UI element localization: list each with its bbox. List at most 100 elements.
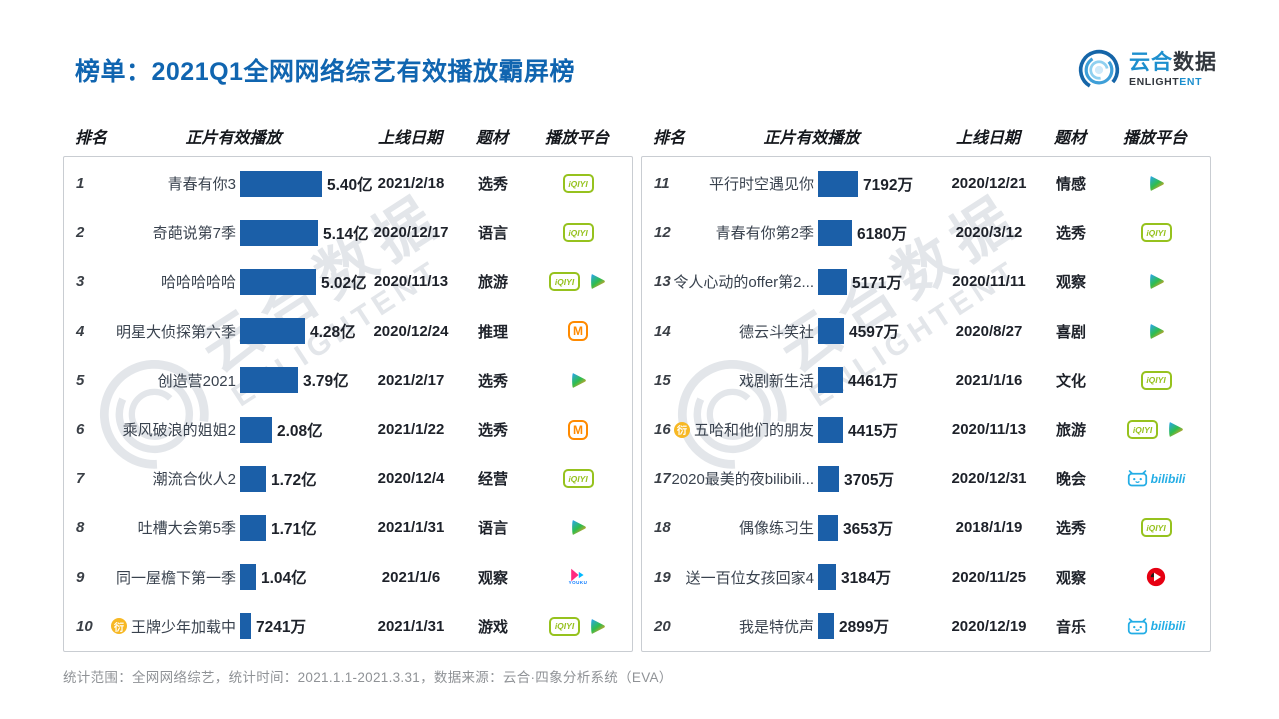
play-value: 7192万	[863, 176, 913, 194]
genre-label: 观察	[477, 569, 508, 587]
header-rank: 排名	[653, 130, 686, 147]
derivative-badge: 衍	[673, 421, 690, 438]
genre-label: 观察	[1055, 569, 1086, 587]
iqiyi-icon: iQIYI	[562, 174, 594, 194]
platform-icons	[1103, 173, 1209, 194]
show-name: 青春有你3	[167, 176, 236, 194]
play-bar-cell: 2.08亿	[236, 416, 361, 443]
header-date: 上线日期	[955, 130, 1020, 147]
play-value: 1.71亿	[271, 520, 317, 538]
play-bar	[818, 318, 844, 345]
play-bar-cell: 4461万	[814, 367, 939, 394]
play-value: 4415万	[848, 422, 898, 440]
launch-date: 2020/12/21	[951, 175, 1027, 193]
ranking-board-left: 排名 正片有效播放 上线日期 题材 播放平台 云合数据 ENLIGHTENT 1	[63, 124, 633, 652]
platform-icons: YOUKU	[525, 568, 631, 586]
show-name: 送一百位女孩回家4	[685, 569, 814, 587]
play-bar-cell: 7192万	[814, 170, 939, 197]
show-name-cell: 潮流合伙人2	[108, 468, 236, 489]
play-bar-cell: 5.02亿	[236, 268, 367, 295]
genre-label: 旅游	[1055, 422, 1086, 440]
play-bar-cell: 3653万	[814, 514, 939, 541]
rows-left: 1 青春有你3 5.40亿 2021/2/18 选秀 iQIYI 2 奇葩说第7…	[64, 157, 632, 651]
play-value: 3184万	[841, 570, 891, 588]
table-row: 17 2020最美的夜bilibili... 3705万 2020/12/31 …	[642, 454, 1210, 503]
platform-icons: iQIYI	[525, 271, 631, 292]
show-name: 五哈和他们的朋友	[693, 422, 814, 440]
play-bar-cell: 3.79亿	[236, 367, 361, 394]
show-name-cell: 乘风破浪的姐姐2	[108, 419, 236, 440]
platform-icons	[1103, 567, 1209, 587]
table-row: 11 平行时空遇见你 7192万 2020/12/21 情感	[642, 159, 1210, 208]
table-row: 5 创造营2021 3.79亿 2021/2/17 选秀	[64, 356, 632, 405]
iqiyi-icon: iQIYI	[562, 469, 594, 489]
table-row: 12 青春有你第2季 6180万 2020/3/12 选秀 iQIYI	[642, 208, 1210, 257]
platform-icons: iQIYI	[1103, 419, 1209, 440]
show-name: 同一屋檐下第一季	[115, 569, 236, 587]
show-name-cell: 创造营2021	[108, 370, 236, 391]
header-platform: 播放平台	[1122, 130, 1187, 147]
rank-label: 6	[76, 421, 85, 439]
page-title: 榜单：2021Q1全网网络综艺有效播放霸屏榜	[75, 58, 575, 86]
iqiyi-icon: iQIYI	[549, 616, 580, 636]
table-row: 13 令人心动的offer第2... 5171万 2020/11/11 观察	[642, 257, 1210, 306]
tencent-video-icon	[591, 274, 605, 290]
platform-icons: iQIYI	[525, 174, 631, 194]
launch-date: 2021/2/17	[377, 371, 445, 389]
genre-label: 音乐	[1055, 618, 1086, 636]
mgtv-icon: M	[568, 321, 588, 342]
tencent-video-icon	[572, 520, 586, 536]
rank-label: 17	[654, 470, 671, 488]
genre-label: 旅游	[477, 274, 508, 292]
play-bar	[818, 564, 836, 591]
rank-label: 1	[76, 175, 85, 193]
play-bar	[240, 514, 266, 541]
play-bar-cell: 5.40亿	[236, 170, 373, 197]
show-name: 戏剧新生活	[738, 372, 814, 390]
table-row: 4 明星大侦探第六季 4.28亿 2020/12/24 推理 M	[64, 307, 632, 356]
play-bar	[818, 416, 843, 443]
play-bar	[818, 367, 843, 394]
play-value: 1.04亿	[261, 570, 307, 588]
platform-icons	[525, 517, 631, 538]
play-bar	[818, 268, 847, 295]
genre-label: 喜剧	[1055, 323, 1086, 341]
play-bar	[818, 514, 838, 541]
rank-label: 8	[76, 519, 85, 537]
iqiyi-icon: iQIYI	[1140, 370, 1172, 390]
table-row: 8 吐槽大会第5季 1.71亿 2021/1/31 语言	[64, 503, 632, 552]
logo-en-wordmark: ENLIGHTENT	[1129, 75, 1203, 88]
genre-label: 选秀	[477, 176, 508, 194]
tencent-video-icon	[1150, 176, 1164, 191]
show-name: 潮流合伙人2	[152, 471, 236, 489]
play-bar-cell: 3705万	[814, 465, 939, 492]
iqiyi-icon: iQIYI	[1140, 518, 1172, 538]
launch-date: 2021/1/31	[377, 617, 445, 635]
header-rank: 排名	[75, 130, 108, 147]
play-value: 3653万	[843, 520, 893, 538]
play-bar	[240, 465, 266, 492]
red-play-circle-icon	[1146, 567, 1166, 587]
play-value: 5.14亿	[323, 225, 369, 243]
ranking-board-right: 排名 正片有效播放 上线日期 题材 播放平台 云合数据 ENLIGHTENT 1…	[641, 124, 1211, 652]
show-name: 2020最美的夜bilibili...	[671, 471, 814, 489]
header-genre: 题材	[1053, 130, 1086, 147]
launch-date: 2021/1/31	[377, 519, 445, 537]
genre-label: 文化	[1055, 372, 1086, 390]
show-name: 德云斗笑社	[738, 323, 814, 341]
launch-date: 2021/2/18	[377, 175, 445, 193]
show-name: 我是特优声	[738, 618, 814, 636]
show-name-cell: 德云斗笑社	[686, 321, 814, 342]
header-play: 正片有效播放	[763, 130, 860, 147]
play-value: 1.72亿	[271, 471, 317, 489]
platform-icons: iQIYI	[1103, 223, 1209, 243]
rank-label: 11	[654, 175, 670, 193]
iqiyi-icon: iQIYI	[1140, 223, 1172, 243]
play-bar-cell: 6180万	[814, 219, 939, 246]
table-row: 14 德云斗笑社 4597万 2020/8/27 喜剧	[642, 307, 1210, 356]
show-name-cell: 送一百位女孩回家4	[686, 567, 814, 588]
platform-icons	[525, 370, 631, 391]
bilibili-icon: bilibili	[1127, 470, 1185, 487]
rank-label: 13	[654, 273, 671, 291]
launch-date: 2020/12/24	[373, 322, 449, 340]
